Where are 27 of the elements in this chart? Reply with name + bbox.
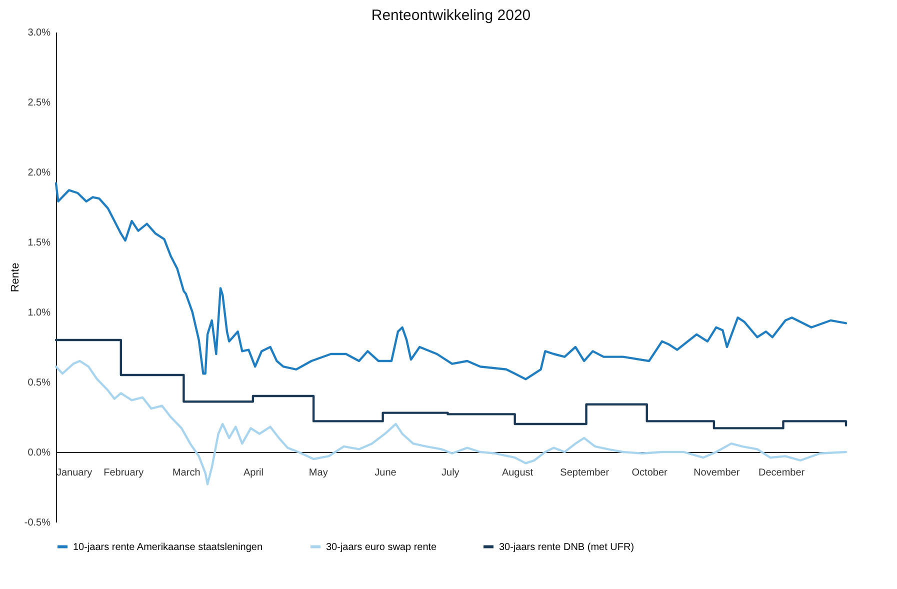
x-tick-label: November	[694, 468, 740, 478]
x-tick-label: December	[758, 468, 806, 478]
legend-label: 30-jaars euro swap rente	[326, 542, 438, 553]
x-tick-label: February	[104, 468, 144, 478]
x-tick-label: July	[442, 468, 460, 478]
chart-title: Renteontwikkeling 2020	[371, 7, 531, 24]
y-tick-label: 0.5%	[28, 378, 51, 388]
x-tick-label: August	[502, 468, 534, 478]
line-series	[54, 182, 848, 380]
x-tick-label: October	[632, 468, 668, 478]
y-tick-label: 2.0%	[28, 168, 51, 178]
x-tick-label: September	[560, 468, 610, 478]
y-tick-label: 1.5%	[28, 238, 51, 248]
y-tick-label: 0.0%	[28, 448, 51, 458]
x-tick-label: May	[308, 468, 328, 478]
y-tick-label: 2.5%	[28, 98, 51, 108]
x-tick-label: January	[56, 468, 92, 478]
line-series	[54, 360, 848, 486]
x-tick-label: April	[243, 468, 264, 478]
y-tick-label: 1.0%	[28, 308, 51, 318]
legend-label: 10-jaars rente Amerikaanse staatsleningen	[73, 542, 263, 553]
y-axis-title: Rente	[9, 262, 22, 292]
legend-label: 30-jaars rente DNB (met UFR)	[499, 542, 634, 553]
x-tick-label: March	[172, 468, 200, 478]
x-tick-label: June	[374, 468, 397, 478]
y-tick-label: -0.5%	[24, 518, 51, 528]
y-tick-label: 3.0%	[28, 28, 51, 38]
